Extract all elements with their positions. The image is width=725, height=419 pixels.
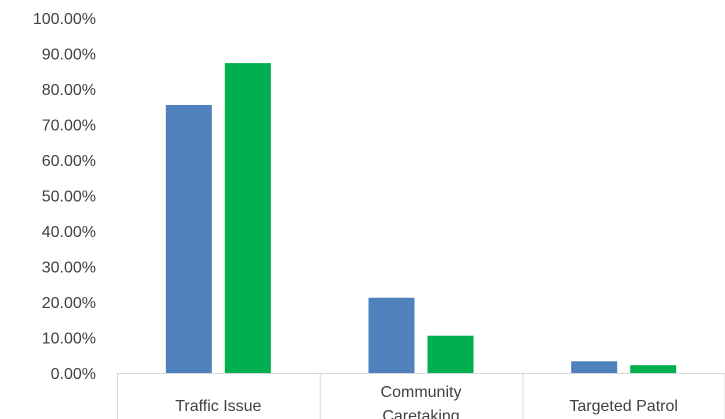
bar-series-1-cat-3	[571, 361, 618, 373]
y-tick-label: 50.00%	[42, 189, 96, 206]
y-tick-label: 100.00%	[33, 11, 96, 28]
y-tick-label: 70.00%	[42, 118, 96, 135]
y-tick-label: 0.00%	[51, 366, 96, 383]
bar-series-2-cat-1	[224, 63, 271, 374]
x-category-label: Caretaking	[382, 408, 459, 419]
bar-series-2-cat-3	[630, 365, 677, 373]
x-category-label: Targeted Patrol	[569, 398, 678, 415]
y-tick-label: 10.00%	[42, 331, 96, 348]
y-tick-label: 20.00%	[42, 295, 96, 312]
bar-series-1-cat-2	[368, 297, 415, 373]
y-tick-label: 30.00%	[42, 260, 96, 277]
y-tick-label: 90.00%	[42, 47, 96, 64]
x-category-label: Traffic Issue	[175, 398, 261, 415]
bar-series-2-cat-2	[427, 335, 474, 373]
x-category-label: Community	[381, 384, 462, 401]
y-axis-tick-labels: 0.00% 10.00% 20.00% 30.00% 40.00% 50.00% 60.00…	[33, 11, 96, 383]
bar-series-1-cat-1	[165, 104, 212, 373]
x-axis: Traffic Issue Community Caretaking Targeted…	[117, 373, 725, 419]
y-tick-label: 80.00%	[42, 82, 96, 99]
bars	[165, 63, 677, 374]
y-tick-label: 40.00%	[42, 224, 96, 241]
y-tick-label: 60.00%	[42, 153, 96, 170]
